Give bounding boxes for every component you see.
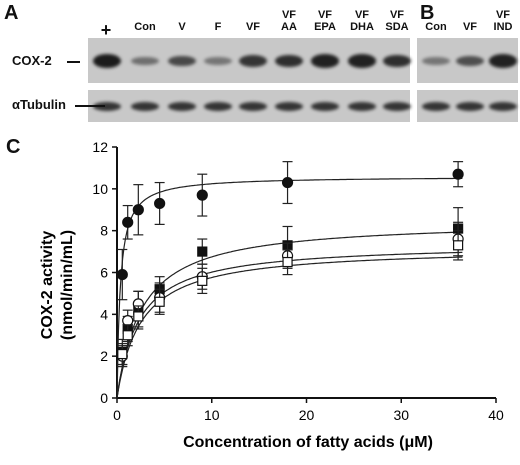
panel-c-letter: C — [6, 136, 21, 158]
data-point-open-square — [117, 348, 128, 360]
y-tick-label: 10 — [92, 181, 108, 197]
x-tick-label: 0 — [113, 407, 121, 423]
data-point-open-square — [453, 240, 464, 251]
data-point-open-square — [122, 330, 133, 341]
panel-a-lane-label: VF — [245, 21, 261, 33]
panel-a-tubulin-band — [168, 101, 196, 111]
data-point-open-square — [197, 275, 208, 286]
data-point-filled-circle — [196, 189, 208, 201]
panel-a-tubulin-band — [275, 101, 303, 111]
data-point-filled-circle — [116, 268, 128, 281]
panel-a-tubulin-band — [239, 101, 267, 111]
cox2-row-marker — [67, 61, 80, 63]
panel-a-cox2-band — [348, 54, 376, 68]
y-tick-label: 2 — [100, 348, 108, 364]
tubulin-row-marker — [75, 105, 105, 107]
fit-curve-1 — [116, 177, 463, 399]
panel-a-cox2-band — [311, 54, 339, 68]
y-axis-label-line2: (nmol/min/mL) — [59, 230, 76, 340]
panel-b-tubulin-band — [456, 101, 484, 111]
panel-a-lane-label: VF DHA — [350, 9, 374, 33]
x-tick-label: 40 — [488, 407, 504, 423]
panel-a-lane-label: Con — [134, 21, 156, 33]
y-tick-label: 6 — [100, 265, 108, 281]
y-tick-label: 12 — [92, 139, 108, 155]
y-tick-label: 0 — [100, 390, 108, 406]
data-point-open-square — [133, 311, 144, 322]
panel-a-cox2-band — [168, 55, 196, 67]
panel-a-cox2-band — [204, 57, 232, 65]
data-point-open-square — [154, 296, 165, 307]
cox2-row-label: COX-2 — [12, 53, 52, 68]
panel-a-cox2-band — [383, 54, 411, 68]
y-tick-label: 4 — [100, 306, 108, 322]
panel-a-tubulin-band — [348, 101, 376, 111]
panel-b-cox2-band — [489, 54, 517, 68]
panel-a-lane-label: VF EPA — [314, 9, 336, 33]
plus-label: + — [100, 20, 112, 40]
panel-b-lane-label: VF — [462, 21, 478, 33]
data-point-open-square — [282, 256, 293, 268]
x-tick-label: 10 — [204, 407, 220, 423]
panel-b-cox2-band — [422, 57, 450, 65]
panel-b-lane-label: VF IND — [493, 9, 513, 33]
data-point-filled-circle — [132, 204, 144, 216]
panel-a-tubulin-band — [93, 101, 121, 111]
panel-a-tubulin-band — [383, 101, 411, 111]
panel-a-cox2-band — [239, 54, 267, 68]
panel-a-cox2-band — [93, 54, 121, 68]
panel-a-tubulin-band — [131, 101, 159, 111]
panel-a-lane-label: VF SDA — [385, 9, 409, 33]
panel-a-letter: A — [4, 2, 19, 24]
panel-a-lane-label: V — [178, 21, 186, 33]
data-point-open-circle — [122, 315, 134, 327]
panel-a-lane-label: VF AA — [281, 9, 297, 33]
panel-b-lane-label: Con — [425, 21, 447, 33]
panel-b-tubulin-band — [422, 101, 450, 111]
panel-a-cox2-band — [275, 54, 303, 68]
panel-a-tubulin-band — [311, 101, 339, 111]
y-axis-label-line1: COX-2 activity — [39, 231, 56, 340]
data-point-filled-circle — [281, 176, 294, 189]
panel-a-lane-label: F — [214, 21, 222, 33]
chart-axes: 0 10 20 30 40 0 2 4 6 8 10 12 — [92, 139, 504, 423]
data-point-filled-circle — [122, 216, 134, 228]
data-point-filled-square — [197, 246, 208, 257]
panel-b-cox2-band — [456, 55, 484, 67]
data-point-filled-circle — [452, 168, 464, 180]
panel-b-letter: B — [420, 2, 435, 24]
panel-a-cox2-band — [131, 56, 159, 66]
data-points — [116, 161, 464, 368]
data-point-filled-circle — [154, 197, 166, 210]
x-tick-label: 20 — [299, 407, 315, 423]
tubulin-row-label: αTubulin — [12, 97, 66, 112]
x-axis-label: Concentration of fatty acids (μM) — [183, 434, 433, 451]
fit-curves — [116, 177, 463, 399]
panel-b-tubulin-band — [489, 101, 517, 111]
cox2-activity-chart: 0 10 20 30 40 0 2 4 6 8 10 12 Concentration of fatt… — [39, 139, 504, 451]
x-tick-label: 30 — [393, 407, 409, 423]
y-tick-label: 8 — [100, 223, 108, 239]
panel-a-tubulin-band — [204, 101, 232, 111]
